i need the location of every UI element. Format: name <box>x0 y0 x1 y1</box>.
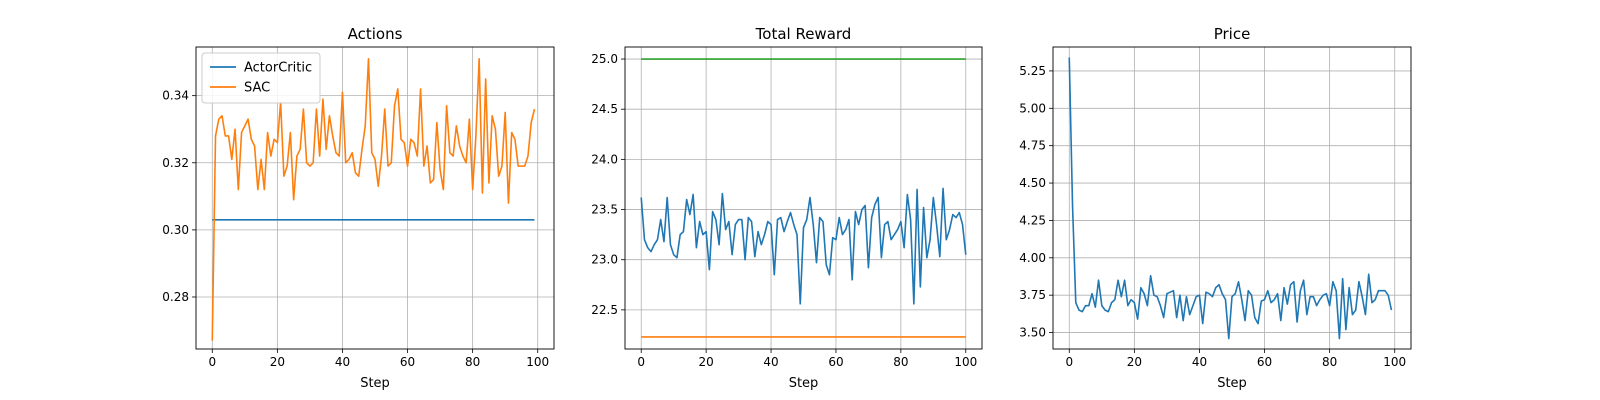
x-tick-label: 40 <box>335 355 350 369</box>
chart-panel-2: 0 20 40 60 80 100 3.50 3.75 4.00 4.25 4.50 4.75 5.00… <box>1019 25 1412 391</box>
y-tick-label: 5.00 <box>1019 101 1046 115</box>
x-tick-label: 0 <box>208 355 216 369</box>
series-line-2 <box>640 187 967 305</box>
series-line-sac <box>211 57 536 341</box>
y-tick-label: 4.75 <box>1019 139 1046 153</box>
x-tick-label: 80 <box>465 355 480 369</box>
y-tick-label: 25.0 <box>591 52 618 66</box>
series-group <box>640 58 967 338</box>
legend: ActorCritic SAC <box>201 52 321 104</box>
chart-title: Price <box>1214 25 1251 43</box>
x-tick-label: 60 <box>400 355 415 369</box>
x-tick-label: 100 <box>954 355 977 369</box>
x-tick-label: 100 <box>526 355 549 369</box>
y-tick-label: 24.5 <box>591 102 618 116</box>
x-tick-label: 80 <box>893 355 908 369</box>
y-tick-label: 0.32 <box>162 156 189 170</box>
y-tick-label: 22.5 <box>591 303 618 317</box>
y-tick-label: 3.75 <box>1019 288 1046 302</box>
legend-label: ActorCritic <box>244 61 312 76</box>
y-tick-label: 4.25 <box>1019 213 1046 227</box>
y-tick-label: 0.28 <box>162 290 189 304</box>
x-tick-label: 60 <box>828 355 843 369</box>
axes-frame <box>1052 46 1412 350</box>
x-tick-label: 20 <box>698 355 713 369</box>
x-tick-label: 40 <box>1192 355 1207 369</box>
y-tick-label: 4.50 <box>1019 176 1046 190</box>
legend-label: SAC <box>244 81 270 96</box>
y-tick-label: 3.50 <box>1019 326 1046 340</box>
chart-panel-1: 0 20 40 60 80 100 22.5 23.0 23.5 24.0 24.5 25.0 Tota… <box>591 25 983 391</box>
x-tick-label: 100 <box>1383 355 1406 369</box>
x-tick-label: 0 <box>637 355 645 369</box>
legend-box <box>201 52 321 104</box>
y-tick-label: 23.5 <box>591 203 618 217</box>
series-group <box>211 57 536 341</box>
series-line-0 <box>1068 57 1393 340</box>
x-axis-label: Step <box>360 376 390 391</box>
x-tick-label: 0 <box>1065 355 1073 369</box>
y-tick-label: 5.25 <box>1019 64 1046 78</box>
x-tick-label: 60 <box>1257 355 1272 369</box>
x-tick-label: 40 <box>763 355 778 369</box>
y-tick-label: 0.34 <box>162 89 189 103</box>
x-tick-label: 80 <box>1322 355 1337 369</box>
x-tick-label: 20 <box>1127 355 1142 369</box>
x-axis-label: Step <box>789 376 819 391</box>
axes-frame <box>195 46 555 350</box>
series-group <box>1068 57 1393 340</box>
y-tick-label: 23.0 <box>591 253 618 267</box>
y-tick-label: 0.30 <box>162 223 189 237</box>
chart-title: Total Reward <box>755 25 852 43</box>
x-tick-label: 20 <box>270 355 285 369</box>
x-axis-label: Step <box>1217 376 1247 391</box>
chart-title: Actions <box>348 25 403 43</box>
chart-panel-0: 0 20 40 60 80 100 0.28 0.30 0.32 0.34 Actions Step A… <box>162 25 555 391</box>
axes-frame <box>624 46 983 350</box>
y-tick-label: 4.00 <box>1019 251 1046 265</box>
y-tick-label: 24.0 <box>591 152 618 166</box>
